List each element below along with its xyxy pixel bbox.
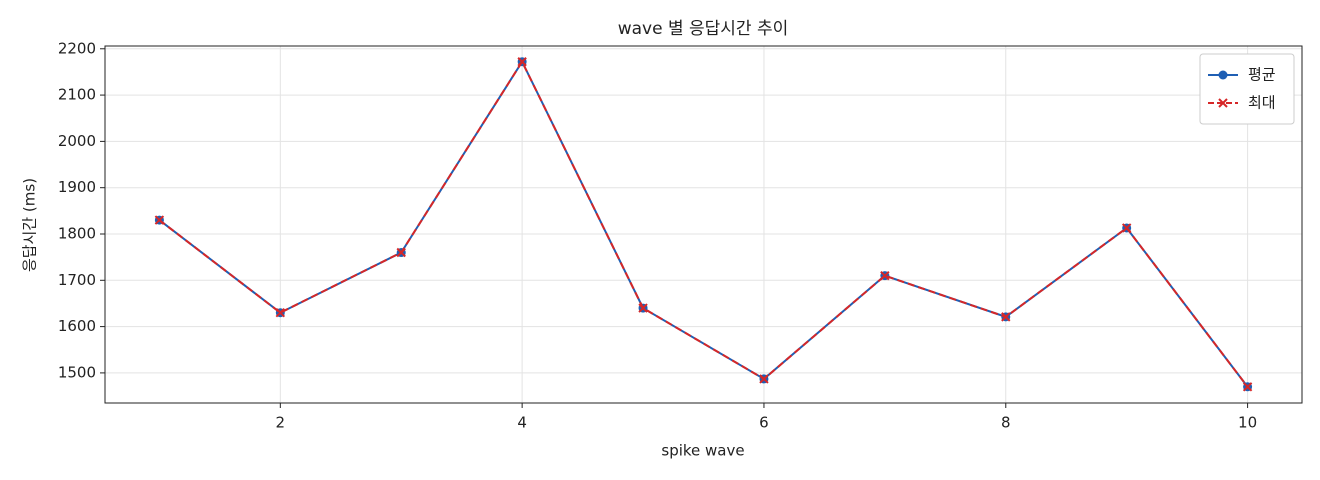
marker bbox=[154, 215, 165, 225]
marker-x bbox=[154, 215, 165, 225]
plot-frame bbox=[104, 45, 1303, 404]
y-axis-label: 응답시간 (ms) bbox=[21, 178, 39, 272]
marker-x bbox=[517, 57, 527, 67]
y-tick-label: 2100 bbox=[58, 86, 96, 104]
marker bbox=[880, 270, 890, 281]
marker-x bbox=[396, 247, 406, 258]
marker bbox=[1242, 382, 1253, 392]
marker-x bbox=[759, 374, 769, 384]
y-tick-label: 2200 bbox=[58, 39, 96, 57]
marker bbox=[1121, 223, 1132, 233]
marker-x bbox=[275, 308, 286, 318]
x-axis-label: spike wave bbox=[661, 442, 744, 460]
series-line bbox=[158, 59, 1249, 388]
marker bbox=[1218, 70, 1228, 80]
y-tick-label: 1900 bbox=[58, 178, 96, 196]
x-tick-label: 4 bbox=[517, 414, 527, 432]
x-tick-label: 6 bbox=[759, 414, 769, 432]
marker-x bbox=[1121, 223, 1132, 233]
series-line bbox=[158, 59, 1249, 388]
legend-box bbox=[1199, 53, 1295, 125]
y-tick-label: 2000 bbox=[58, 132, 96, 150]
marker bbox=[759, 374, 769, 384]
legend-label: 평균 bbox=[1248, 66, 1276, 84]
y-tick-label: 1500 bbox=[58, 363, 96, 381]
legend-label: 최대 bbox=[1248, 94, 1276, 112]
marker bbox=[638, 303, 648, 313]
y-tick-label: 1700 bbox=[58, 271, 96, 289]
y-tick-label: 1800 bbox=[58, 224, 96, 242]
y-tick-label: 1600 bbox=[58, 317, 96, 335]
marker bbox=[1218, 98, 1228, 108]
x-tick-label: 8 bbox=[1001, 414, 1011, 432]
marker bbox=[517, 57, 527, 67]
marker bbox=[1001, 312, 1011, 322]
marker bbox=[275, 308, 286, 318]
x-tick-label: 10 bbox=[1238, 414, 1257, 432]
chart-title: wave 별 응답시간 추이 bbox=[618, 19, 789, 39]
marker-x bbox=[880, 270, 890, 281]
marker-x bbox=[638, 303, 648, 313]
marker-x bbox=[1218, 98, 1228, 108]
marker-x bbox=[1001, 312, 1011, 322]
marker-x bbox=[1242, 382, 1253, 392]
marker bbox=[396, 247, 406, 258]
x-tick-label: 2 bbox=[276, 414, 286, 432]
